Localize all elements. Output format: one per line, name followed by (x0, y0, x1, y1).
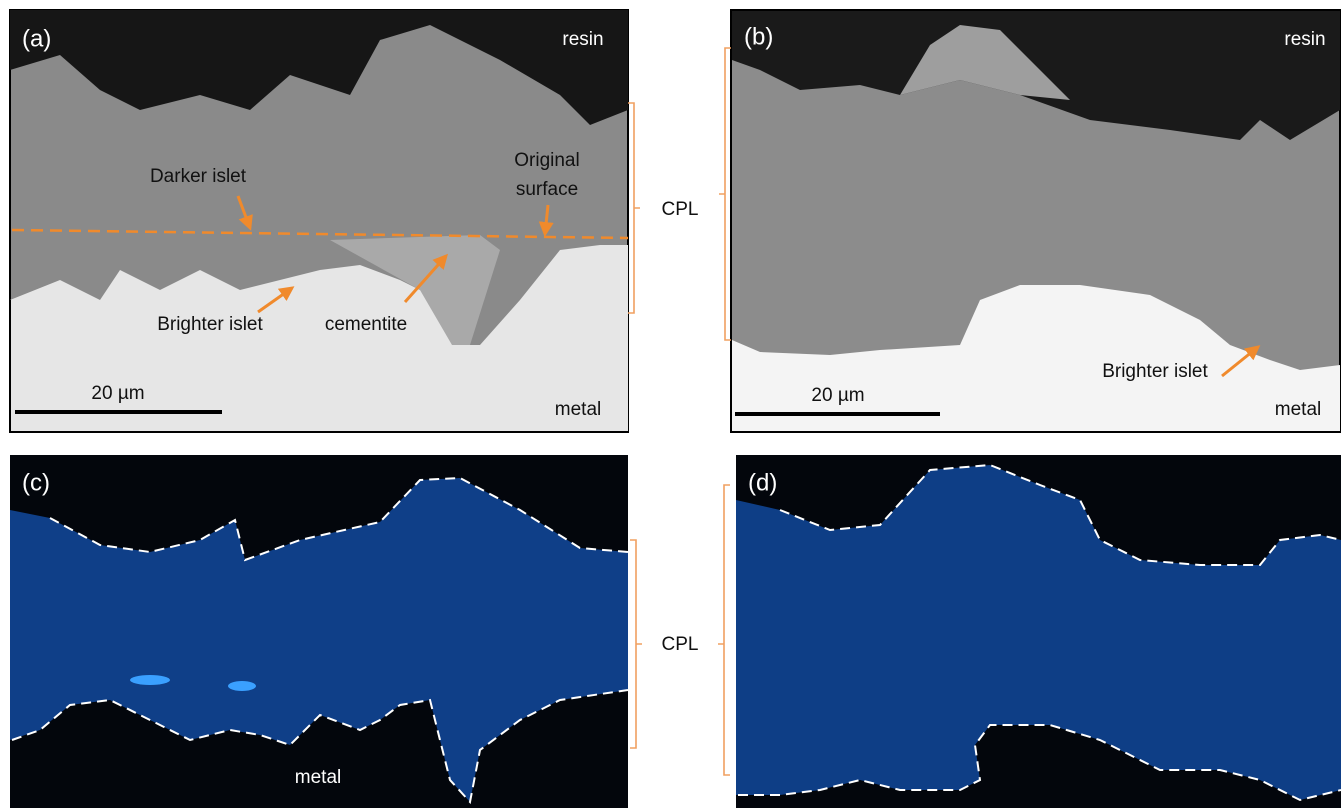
panel-label: (c) (22, 469, 50, 496)
resin-label: resin (562, 29, 603, 50)
crystal-region (900, 25, 1070, 100)
panel-c: (c) metal (10, 455, 629, 808)
bright-spot (228, 681, 256, 691)
bright-spot (130, 675, 170, 685)
metal-label: metal (1275, 399, 1321, 420)
arrow (538, 204, 554, 237)
cpl-bracket (719, 47, 731, 341)
arrow (236, 195, 253, 231)
metal-region (10, 245, 628, 431)
oxide-layer (10, 478, 628, 802)
oxide-layer (736, 465, 1341, 800)
annotation: Brighter islet (157, 314, 263, 335)
arrow (1221, 345, 1261, 378)
panel-label: (a) (22, 25, 51, 52)
metal-region (732, 285, 1340, 431)
boundary (11, 689, 629, 805)
boundary (738, 724, 1341, 802)
annotation: Brighter islet (1102, 361, 1208, 382)
panel-d: (d) (736, 455, 1341, 808)
cementite-region (330, 235, 500, 345)
cpl-bracket (628, 102, 640, 314)
panel-a: (a) resin metal Darker islet Original su… (9, 9, 629, 433)
cpl-bracket (718, 484, 730, 776)
boundary (49, 476, 629, 562)
metal-label: metal (295, 767, 341, 788)
panel-label: (b) (744, 23, 773, 50)
scale-bar-label: 20 µm (91, 383, 144, 404)
arrow (403, 253, 448, 303)
scale-bar-label: 20 µm (811, 385, 864, 406)
cpl-label: CPL (662, 634, 699, 655)
panel-b: (b) resin metal Brighter islet 20 µm (730, 9, 1341, 433)
metal-label: metal (555, 399, 601, 420)
panel-label: (d) (748, 469, 777, 496)
annotation: surface (516, 179, 578, 200)
arrow (257, 286, 295, 314)
cpl-label: CPL (662, 199, 699, 220)
boundary (779, 463, 1341, 566)
resin-region (10, 10, 628, 125)
resin-label: resin (1284, 29, 1325, 50)
annotation: Darker islet (150, 166, 247, 187)
cpl-bracket (630, 539, 642, 749)
annotation: cementite (325, 314, 407, 335)
annotation: Original (514, 150, 579, 171)
original-surface-line (11, 228, 629, 240)
